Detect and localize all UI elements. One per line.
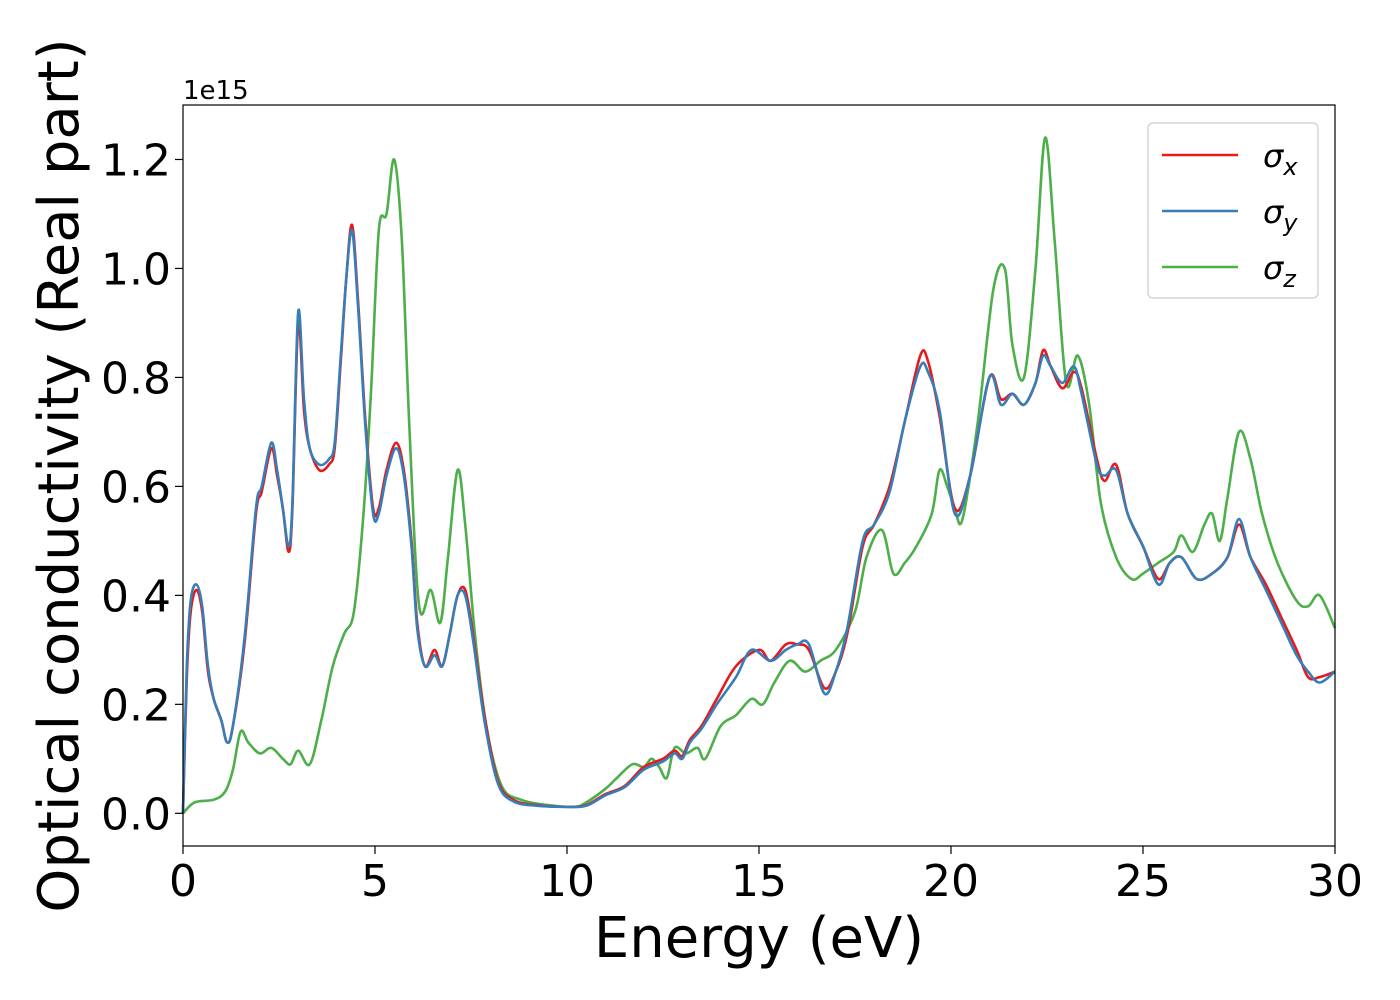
y-tick-label: 0.4: [101, 571, 171, 622]
series-line-sigma-z: [182, 136, 1337, 815]
y-tick-label: 1.2: [101, 135, 171, 186]
x-tick-label: 25: [1115, 856, 1171, 907]
y-tick-label: 1.0: [101, 244, 171, 295]
x-tick-label: 10: [539, 856, 595, 907]
legend-label-sigma-z: σz: [1263, 249, 1297, 293]
x-tick-label: 15: [731, 856, 787, 907]
y-axis-label: Optical conductivity (Real part): [27, 38, 92, 912]
y-tick-label: 0.6: [101, 462, 171, 513]
series-layer: [181, 136, 1337, 815]
ticks-layer: 0 5 10 15 20 25 30 0.0 0.2 0.4 0.6 0.8 1.0 1.2: [101, 135, 1363, 907]
x-tick-label: 20: [923, 856, 979, 907]
legend-label-sigma-y: σy: [1263, 193, 1298, 237]
y-offset-label: 1e15: [183, 76, 249, 106]
x-tick-label: 30: [1307, 856, 1363, 907]
series-line-sigma-x: [181, 223, 1336, 814]
y-tick-label: 0.8: [101, 353, 171, 404]
x-tick-label: 0: [169, 856, 197, 907]
series-line-sigma-y: [181, 228, 1336, 814]
legend: σx σy σz: [1147, 122, 1319, 299]
legend-label-sigma-x: σx: [1263, 137, 1298, 181]
y-tick-label: 0.2: [101, 680, 171, 731]
x-tick-label: 5: [361, 856, 389, 907]
x-axis-label: Energy (eV): [594, 906, 924, 971]
y-tick-label: 0.0: [101, 789, 171, 840]
